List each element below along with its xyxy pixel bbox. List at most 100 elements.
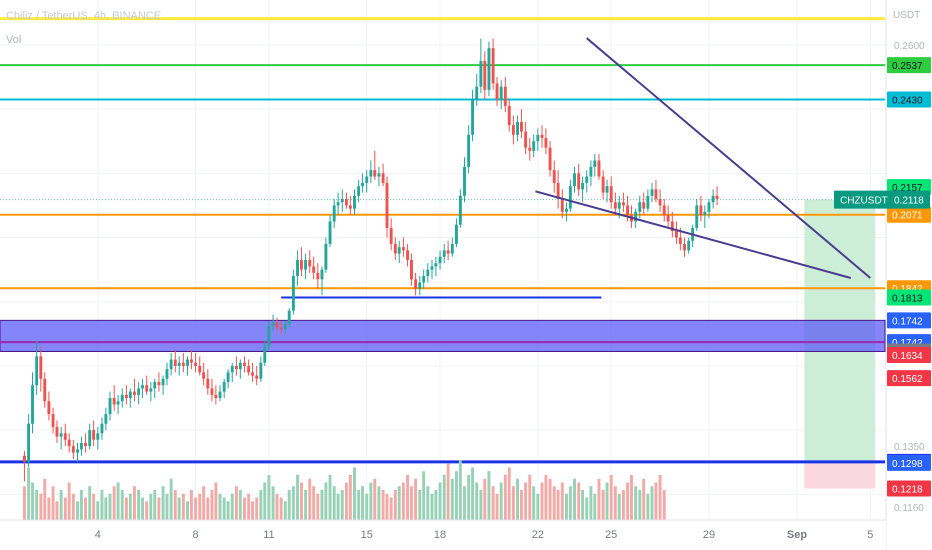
- price-badge-bg: [887, 289, 931, 306]
- volume-bar: [393, 490, 397, 520]
- volume-bar: [234, 486, 238, 520]
- volume-bar: [324, 482, 328, 520]
- candle-body: [194, 362, 198, 366]
- volume-bar: [88, 486, 92, 520]
- volume-bar: [544, 475, 548, 520]
- volume-bar: [320, 490, 324, 520]
- volume-bar: [39, 493, 43, 520]
- candle-body: [401, 247, 405, 251]
- volume-bar: [499, 482, 503, 520]
- candle-body: [238, 362, 242, 370]
- volume-bar: [491, 486, 495, 520]
- volume-bar: [308, 478, 312, 520]
- candle-body: [198, 365, 202, 373]
- volume-bar: [116, 482, 120, 520]
- volume-bar: [454, 471, 458, 520]
- x-tick-label: 18: [434, 529, 446, 541]
- candle-body: [116, 401, 120, 405]
- volume-bar: [92, 493, 96, 520]
- candle-body: [299, 260, 303, 270]
- volume-bar: [365, 493, 369, 520]
- candle-body: [544, 138, 548, 148]
- candle-body: [601, 176, 605, 193]
- candle-body: [699, 205, 703, 216]
- candle-body: [536, 134, 540, 142]
- volume-bar: [186, 501, 189, 520]
- candle-body: [332, 205, 336, 222]
- candle-body: [157, 381, 161, 386]
- candle-body: [104, 414, 108, 424]
- candle-body: [84, 442, 88, 447]
- volume-bar: [467, 475, 471, 520]
- volume-bar: [516, 478, 520, 520]
- candle-body: [658, 199, 662, 206]
- candle-body: [695, 205, 699, 228]
- candle-body: [406, 250, 409, 260]
- volume-bar: [275, 493, 279, 520]
- volume-bar: [630, 475, 633, 520]
- price-badge-bg: [887, 370, 931, 387]
- candle-body: [397, 247, 401, 254]
- volume-bar: [409, 486, 413, 520]
- candle-body: [438, 256, 442, 264]
- volume-bar: [161, 486, 165, 520]
- volume-bar: [100, 490, 104, 520]
- volume-bar: [181, 493, 185, 520]
- candle-body: [35, 356, 39, 386]
- volume-bar: [385, 493, 389, 520]
- candle-body: [271, 322, 275, 326]
- candle-body: [92, 430, 96, 440]
- volume-bar: [475, 482, 479, 520]
- x-tick-label: 5: [867, 529, 873, 541]
- candle-body: [287, 310, 291, 325]
- candle-body: [683, 243, 686, 251]
- candle-body: [487, 48, 491, 90]
- candle-body: [316, 272, 320, 280]
- candle-body: [263, 346, 267, 363]
- demand-zone: [0, 319, 886, 352]
- candle-body: [63, 433, 67, 440]
- x-tick-label: 11: [263, 529, 274, 541]
- volume-bar: [31, 482, 34, 520]
- volume-bar: [259, 490, 263, 520]
- candle-body: [210, 388, 214, 395]
- candle-body: [96, 433, 100, 440]
- candle-body: [324, 243, 328, 270]
- volume-bar: [438, 482, 442, 520]
- candle-body: [589, 166, 593, 177]
- candle-body: [202, 372, 206, 379]
- candle-body: [71, 446, 75, 453]
- volume-bar: [348, 475, 352, 520]
- volume-bar: [617, 493, 621, 520]
- candle-body: [389, 227, 393, 244]
- volume-bar: [177, 497, 181, 520]
- x-tick-label: 8: [193, 529, 199, 541]
- volume-bar: [22, 486, 26, 520]
- candle-body: [540, 134, 544, 139]
- volume-bar: [63, 497, 67, 520]
- volume-bar: [560, 482, 564, 520]
- candle-body: [621, 202, 625, 206]
- candle-body: [479, 60, 483, 87]
- volume-bar: [226, 501, 230, 520]
- candle-body: [267, 325, 271, 347]
- volume-bar: [202, 486, 206, 520]
- candle-body: [593, 160, 597, 167]
- price-badge: 0.2537: [887, 57, 931, 74]
- candle-body: [528, 147, 532, 151]
- currency-label: USDT: [893, 10, 921, 21]
- time-axis-background: [0, 520, 886, 550]
- volume-bar: [112, 486, 116, 520]
- volume-bar: [597, 478, 601, 520]
- price-badge: 0.1742: [887, 312, 931, 329]
- volume-bar: [133, 486, 136, 520]
- price-badge-label: 0.1218: [892, 485, 923, 496]
- candle-body: [165, 369, 169, 379]
- price-badge-label: 0.1813: [892, 294, 923, 305]
- candle-body: [243, 362, 246, 366]
- volume-bar: [344, 482, 348, 520]
- volume-bar: [426, 486, 430, 520]
- candle-body: [361, 182, 365, 187]
- volume-bar: [662, 490, 666, 520]
